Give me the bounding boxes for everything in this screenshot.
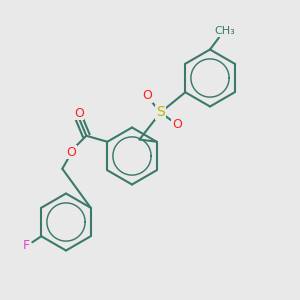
Text: O: O — [172, 118, 182, 131]
Text: CH₃: CH₃ — [214, 26, 236, 37]
Text: O: O — [142, 89, 152, 103]
Text: O: O — [74, 107, 84, 120]
Text: S: S — [156, 106, 165, 119]
Text: F: F — [23, 239, 30, 252]
Text: O: O — [66, 146, 76, 159]
